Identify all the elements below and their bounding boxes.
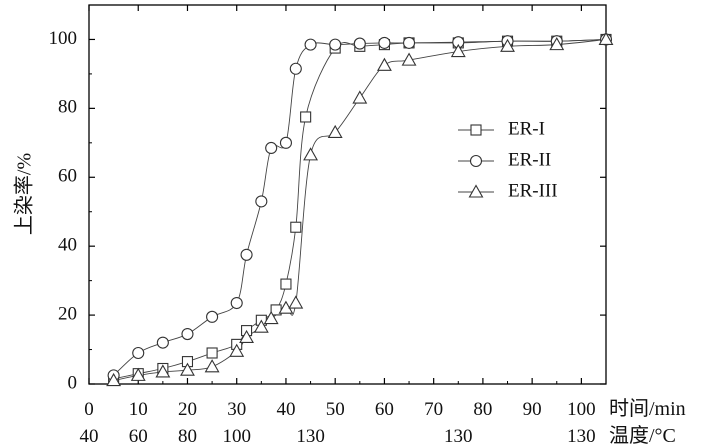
x-axis-title-time: 时间/min (609, 397, 686, 420)
series-line-er-ii (113, 39, 607, 376)
triangle-marker-er-iii (401, 52, 417, 66)
triangle-marker-er-iii (549, 37, 565, 51)
triangle-marker-er-iii (352, 90, 368, 104)
circle-marker-er-ii (329, 38, 342, 51)
triangle-marker-er-iii (288, 295, 304, 309)
square-marker-er-i (280, 278, 292, 290)
circle-marker-er-ii (353, 37, 366, 50)
x-tick-label: 50 (326, 399, 345, 420)
x-tick-label: 60 (375, 399, 394, 420)
triangle-marker-er-iii (376, 57, 392, 71)
triangle-marker-er-iii (180, 362, 195, 376)
triangle-marker-er-iii (204, 359, 220, 373)
y-tick-label: 20 (58, 303, 77, 324)
y-tick-label: 100 (49, 28, 78, 49)
legend-marker-er-iii (468, 184, 484, 198)
triangle-marker-er-iii (263, 310, 279, 325)
square-marker-er-i (206, 347, 218, 359)
circle-marker-er-ii (230, 296, 243, 310)
series-line-er-i (113, 39, 607, 380)
x-tick-label: 100 (567, 399, 596, 420)
square-marker-er-i (300, 111, 312, 123)
triangle-marker-er-iii (155, 364, 171, 378)
circle-marker-er-ii (289, 62, 302, 75)
x-tick-label: 30 (227, 399, 246, 420)
legend-label-er-i: ER-I (508, 118, 545, 139)
circle-marker-er-ii (156, 336, 169, 349)
circle-marker-er-ii (206, 310, 219, 323)
x-axis-title-temperature: 温度/°C (609, 424, 676, 447)
x-tick-label: 0 (84, 399, 94, 420)
y-tick-label: 80 (58, 97, 77, 118)
triangle-marker-er-iii (303, 147, 319, 161)
circle-marker-er-ii (265, 141, 278, 155)
temperature-tick-label: 130 (567, 426, 596, 447)
plot-frame (88, 4, 607, 385)
x-tick-label: 10 (129, 399, 148, 420)
legend-marker-er-i (470, 124, 482, 136)
square-marker-er-i (290, 221, 302, 233)
circle-marker-er-ii (402, 36, 416, 49)
circle-marker-er-ii (132, 346, 145, 360)
temperature-tick-label: 40 (80, 426, 99, 447)
temperature-tick-label: 130 (296, 426, 325, 447)
triangle-marker-er-iii (106, 372, 122, 387)
triangle-marker-er-iii (500, 38, 515, 52)
y-tick-label: 40 (58, 235, 77, 256)
temperature-tick-label: 130 (444, 426, 473, 447)
triangle-marker-er-iii (598, 31, 614, 46)
legend-marker-er-ii (469, 154, 483, 168)
y-tick-label: 60 (58, 166, 77, 187)
triangle-marker-er-iii (229, 343, 245, 357)
circle-marker-er-ii (279, 136, 293, 149)
triangle-marker-er-iii (450, 43, 466, 58)
x-tick-label: 70 (424, 399, 443, 420)
x-tick-label: 20 (178, 399, 197, 420)
series-markers (106, 31, 614, 387)
circle-marker-er-ii (240, 248, 253, 261)
y-tick-label: 0 (68, 372, 78, 393)
circle-marker-er-ii (378, 36, 391, 49)
series-line-er-iii (113, 39, 607, 381)
legend: ER-I ER-II ER-III (458, 118, 558, 201)
axis-ticks: 0 10 20 30 40 50 60 70 80 90 100 40 60 80 100 130 130 130… (49, 5, 606, 447)
triangle-marker-er-iii (130, 367, 146, 381)
triangle-marker-er-iii (239, 329, 255, 344)
legend-label-er-ii: ER-II (508, 149, 551, 170)
temperature-tick-label: 80 (178, 426, 197, 447)
x-tick-label: 40 (276, 399, 295, 420)
circle-marker-er-ii (304, 38, 317, 51)
legend-label-er-iii: ER-III (508, 180, 558, 201)
temperature-tick-label: 100 (222, 426, 251, 447)
temperature-tick-label: 60 (129, 426, 148, 447)
circle-marker-er-ii (255, 195, 268, 208)
triangle-marker-er-iii (253, 319, 269, 333)
circle-marker-er-ii (181, 327, 194, 341)
x-tick-label: 80 (473, 399, 492, 420)
y-axis-title: 上染率/% (13, 153, 36, 235)
triangle-marker-er-iii (327, 124, 343, 139)
x-tick-label: 90 (523, 399, 542, 420)
